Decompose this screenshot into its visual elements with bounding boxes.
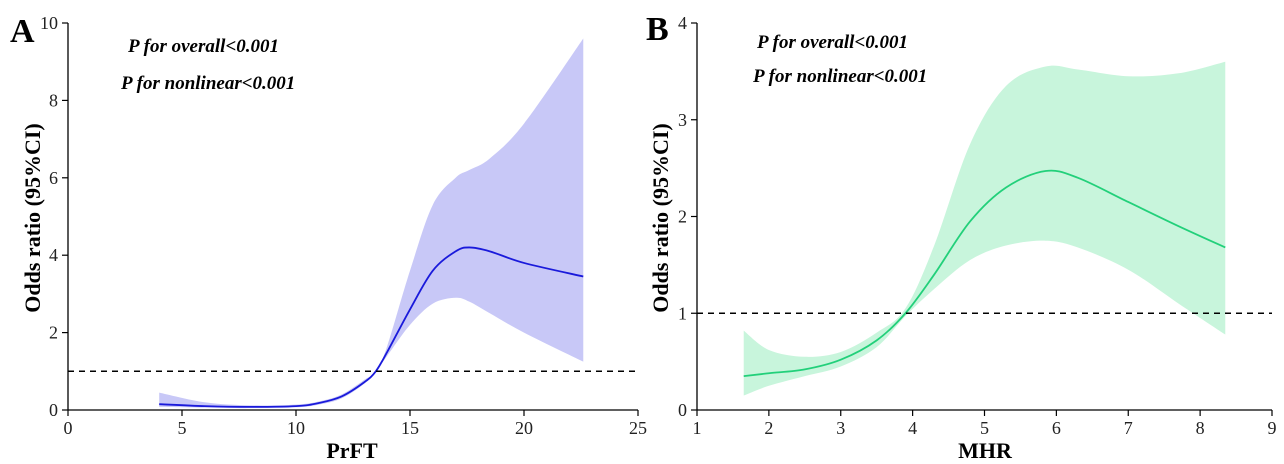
x-tick-label-a: 10 bbox=[287, 418, 305, 438]
fit-line-b bbox=[743, 169, 1226, 378]
y-tick-label-a: 8 bbox=[49, 90, 58, 110]
y-axis-title-a: Odds ratio (95%CI) bbox=[20, 123, 45, 312]
ci-band-b bbox=[743, 61, 1226, 396]
annotation-nonlinear-b: P for nonlinear<0.001 bbox=[752, 66, 927, 87]
y-tick-label-a: 10 bbox=[40, 13, 58, 33]
x-axis-title-b: MHR bbox=[958, 438, 1013, 463]
x-tick-label-a: 0 bbox=[64, 418, 73, 438]
x-tick-label-b: 9 bbox=[1268, 418, 1277, 438]
y-tick-label-a: 0 bbox=[49, 400, 58, 420]
x-tick-label-a: 20 bbox=[515, 418, 533, 438]
y-tick-label-b: 2 bbox=[678, 207, 687, 227]
y-tick-label-a: 4 bbox=[49, 245, 58, 265]
x-tick-label-a: 5 bbox=[178, 418, 187, 438]
x-tick-label-a: 15 bbox=[401, 418, 419, 438]
x-tick-label-b: 1 bbox=[693, 418, 702, 438]
y-tick-label-a: 6 bbox=[49, 168, 58, 188]
axes-a: 0 5 10 15 20 25 0 2 4 6 8 10 bbox=[40, 13, 647, 438]
x-tick-label-b: 5 bbox=[980, 418, 989, 438]
annotation-nonlinear-a: P for nonlinear<0.001 bbox=[120, 73, 295, 94]
x-tick-label-b: 3 bbox=[836, 418, 845, 438]
ci-band-layer-a bbox=[159, 38, 584, 409]
x-tick-label-b: 2 bbox=[764, 418, 773, 438]
y-tick-label-b: 0 bbox=[678, 400, 687, 420]
fit-line-layer-b bbox=[743, 169, 1226, 378]
panel-letter-b: B bbox=[646, 11, 669, 48]
x-tick-label-b: 8 bbox=[1196, 418, 1205, 438]
y-tick-label-a: 2 bbox=[49, 323, 58, 343]
fit-line-layer-a bbox=[159, 246, 584, 408]
y-tick-label-b: 4 bbox=[678, 13, 687, 33]
annotation-overall-b: P for overall<0.001 bbox=[756, 32, 908, 53]
fit-line-a bbox=[159, 246, 584, 408]
y-tick-label-b: 3 bbox=[678, 110, 687, 130]
x-tick-label-a: 25 bbox=[629, 418, 647, 438]
x-axis-title-a: PrFT bbox=[326, 438, 378, 463]
annotation-overall-a: P for overall<0.001 bbox=[127, 36, 279, 57]
panel-letter-a: A bbox=[10, 13, 35, 50]
ci-band-layer-b bbox=[743, 61, 1226, 396]
x-tick-label-b: 4 bbox=[908, 418, 917, 438]
x-tick-label-b: 7 bbox=[1124, 418, 1133, 438]
x-tick-label-b: 6 bbox=[1052, 418, 1061, 438]
ci-band-a bbox=[159, 38, 584, 409]
y-tick-label-b: 1 bbox=[678, 303, 687, 323]
y-axis-title-b: Odds ratio (95%CI) bbox=[648, 123, 673, 312]
